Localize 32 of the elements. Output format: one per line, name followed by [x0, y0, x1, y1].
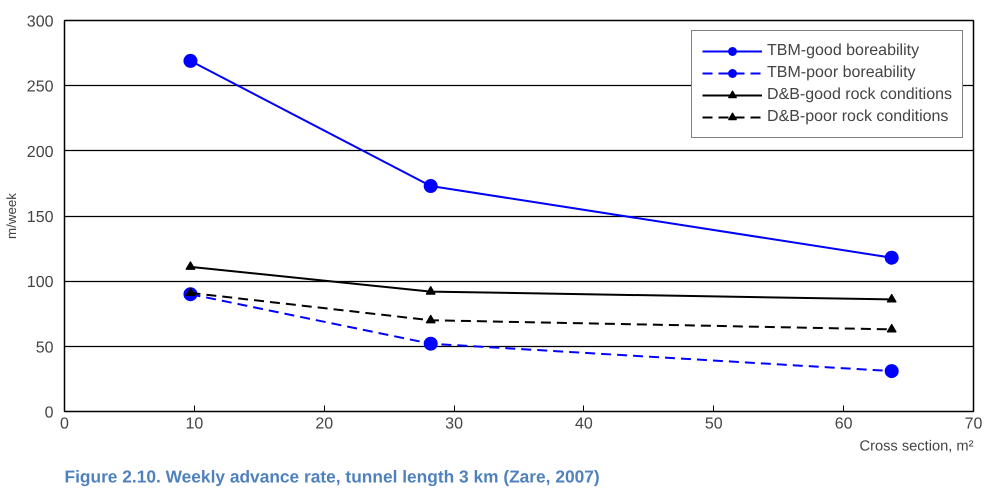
point [424, 336, 438, 351]
point [886, 324, 897, 332]
caption: Figure 2.10. Weekly advance rate, tunnel length 3 km (Zare, 2007) [64, 466, 600, 486]
y-tick-label: 150 [26, 209, 54, 226]
point [884, 250, 899, 265]
x-tick-label: 20 [315, 416, 334, 432]
point [185, 261, 196, 270]
x-tick-label: 40 [575, 416, 593, 432]
y-axis-title: m/week [4, 192, 19, 239]
x-tick-label: 70 [964, 416, 982, 432]
point [426, 314, 436, 324]
legend-label: D&B-poor rock conditions [767, 108, 948, 126]
y-tick-label: 0 [44, 404, 54, 422]
x-tick-label: 30 [445, 416, 464, 432]
y-tick-label: 100 [26, 274, 54, 292]
y-tick-label: 250 [26, 78, 54, 96]
y-tick-label: 300 [26, 14, 54, 30]
y-tick-label: 200 [26, 144, 54, 161]
x-tick-label: 0 [60, 416, 70, 432]
x-tick-label: 10 [185, 416, 204, 432]
legend-label: TBM-poor boreability [767, 64, 916, 82]
point [183, 54, 198, 68]
point [426, 286, 436, 295]
point [424, 179, 438, 194]
x-tick-label: 50 [704, 416, 723, 432]
x-tick-label: 60 [834, 416, 853, 432]
y-tick-label: 50 [36, 339, 54, 356]
legend-label: D&B-good rock conditions [767, 86, 952, 104]
legend-label: TBM-good boreability [767, 42, 920, 60]
x-axis-title: Cross section, m² [859, 438, 974, 454]
point [886, 294, 897, 303]
point [884, 364, 899, 378]
